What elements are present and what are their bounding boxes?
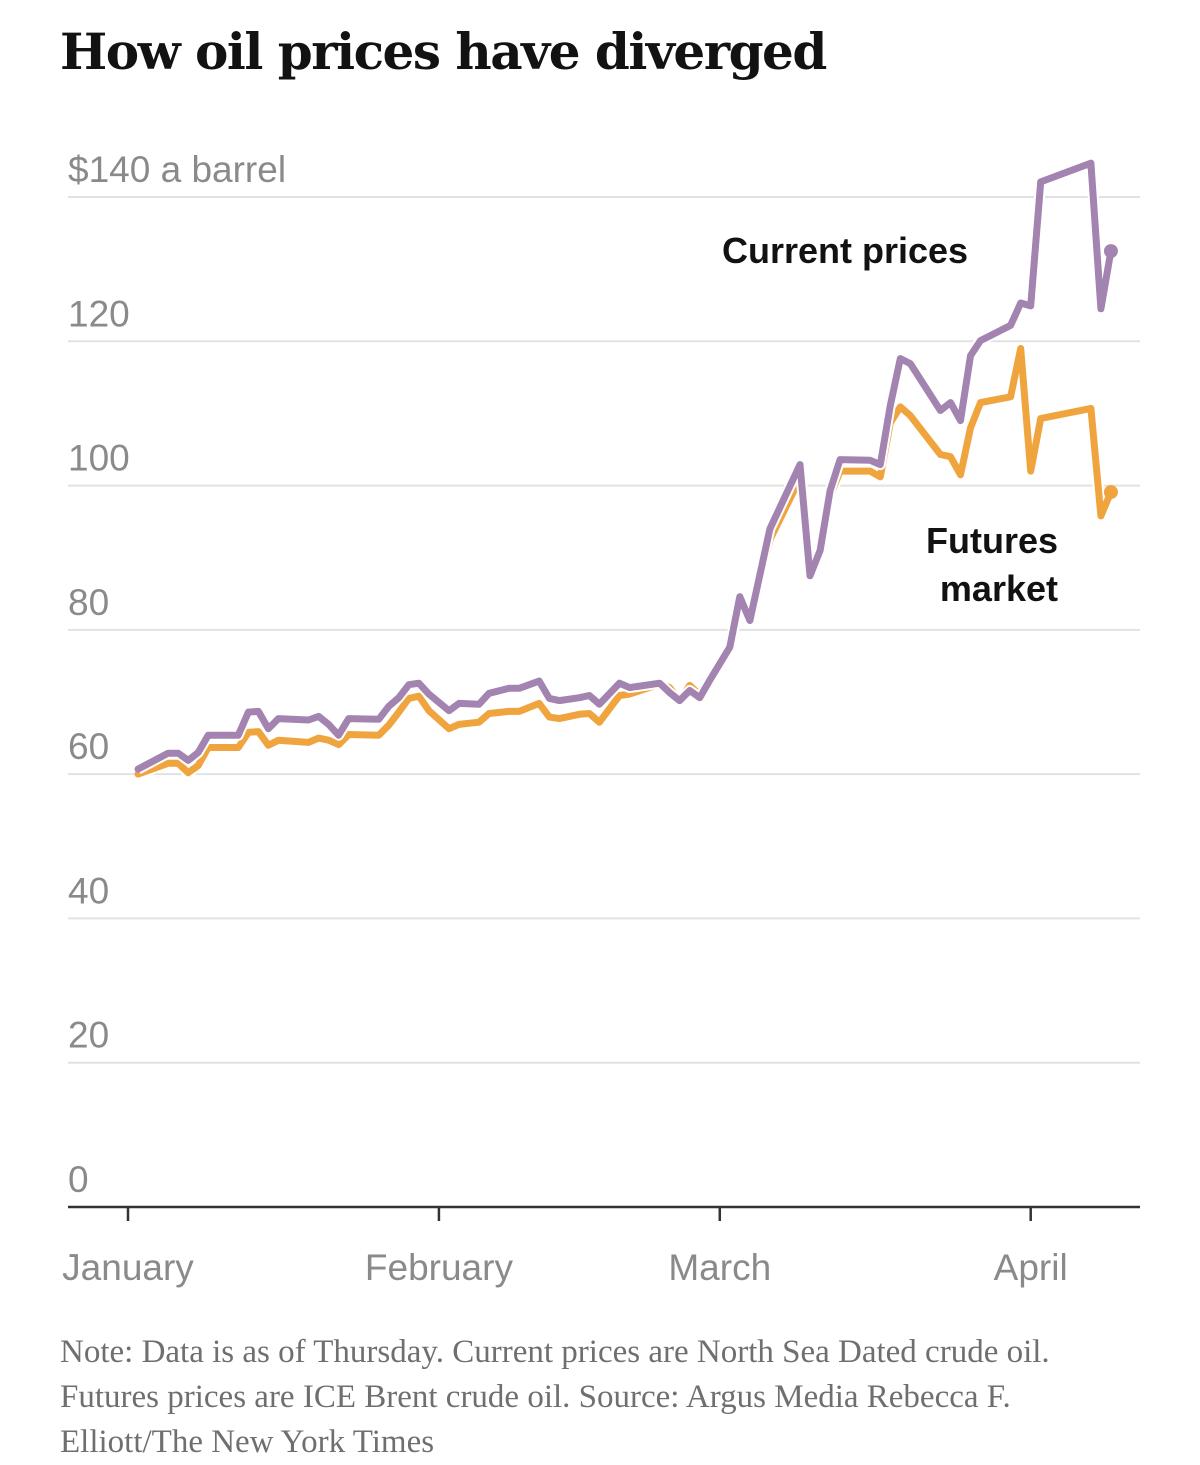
y-tick-label: 80: [68, 582, 109, 623]
label-futures-line2: market: [940, 568, 1058, 609]
x-axis: January February March April: [62, 1205, 1140, 1288]
series-line-futures-market: [134, 345, 1115, 778]
y-axis-ticks: $140 a barrel 120 100 80 60 40 20 0: [68, 149, 286, 1200]
series-lines: [134, 157, 1118, 780]
series-line-current-prices: [134, 159, 1115, 773]
y-tick-label: 40: [68, 870, 109, 911]
x-tick-label: March: [668, 1247, 771, 1288]
series-endpoint-futures-market: [1103, 485, 1118, 500]
y-tick-label: 100: [68, 438, 130, 479]
label-current-prices: Current prices: [722, 230, 968, 271]
y-tick-label: $140 a barrel: [68, 149, 286, 190]
y-tick-label: 60: [68, 726, 109, 767]
x-tick-label: April: [994, 1247, 1068, 1288]
x-tick-label: January: [62, 1247, 194, 1288]
y-tick-label: 20: [68, 1015, 109, 1056]
series-endpoint-current-prices: [1103, 244, 1118, 259]
y-tick-label: 0: [68, 1159, 89, 1200]
x-tick-label: February: [365, 1247, 514, 1288]
gridlines: [68, 196, 1140, 1064]
chart-note: Note: Data is as of Thursday. Current pr…: [60, 1334, 1050, 1460]
y-tick-label: 120: [68, 293, 130, 334]
chart-title: How oil prices have diverged: [60, 22, 827, 81]
label-futures-line1: Futures: [926, 520, 1058, 561]
